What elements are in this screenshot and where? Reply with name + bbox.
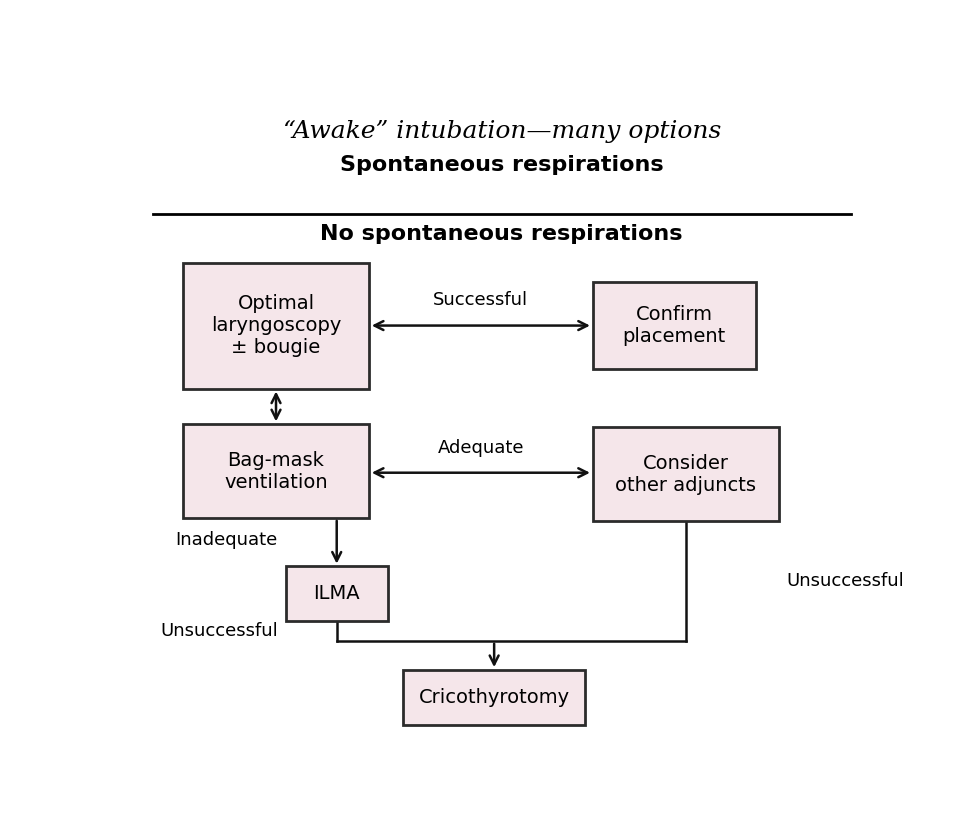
- Text: Optimal
laryngoscopy
± bougie: Optimal laryngoscopy ± bougie: [210, 294, 341, 357]
- Text: Consider
other adjuncts: Consider other adjuncts: [614, 454, 755, 495]
- Text: Unsuccessful: Unsuccessful: [160, 622, 278, 640]
- FancyBboxPatch shape: [592, 428, 778, 521]
- Text: Successful: Successful: [433, 291, 528, 309]
- Text: Unsuccessful: Unsuccessful: [785, 572, 903, 590]
- Text: No spontaneous respirations: No spontaneous respirations: [320, 223, 683, 244]
- FancyBboxPatch shape: [286, 566, 387, 622]
- Text: ILMA: ILMA: [313, 585, 360, 603]
- Text: Adequate: Adequate: [437, 438, 523, 456]
- Text: Cricothyrotomy: Cricothyrotomy: [419, 688, 569, 707]
- Text: Inadequate: Inadequate: [175, 531, 278, 549]
- FancyBboxPatch shape: [403, 670, 585, 725]
- Text: “Awake” intubation—many options: “Awake” intubation—many options: [283, 120, 720, 143]
- Text: Bag-mask
ventilation: Bag-mask ventilation: [224, 450, 328, 491]
- Text: Spontaneous respirations: Spontaneous respirations: [339, 155, 663, 176]
- FancyBboxPatch shape: [183, 424, 369, 518]
- FancyBboxPatch shape: [183, 262, 369, 389]
- FancyBboxPatch shape: [592, 282, 755, 370]
- Text: Confirm
placement: Confirm placement: [622, 305, 726, 346]
